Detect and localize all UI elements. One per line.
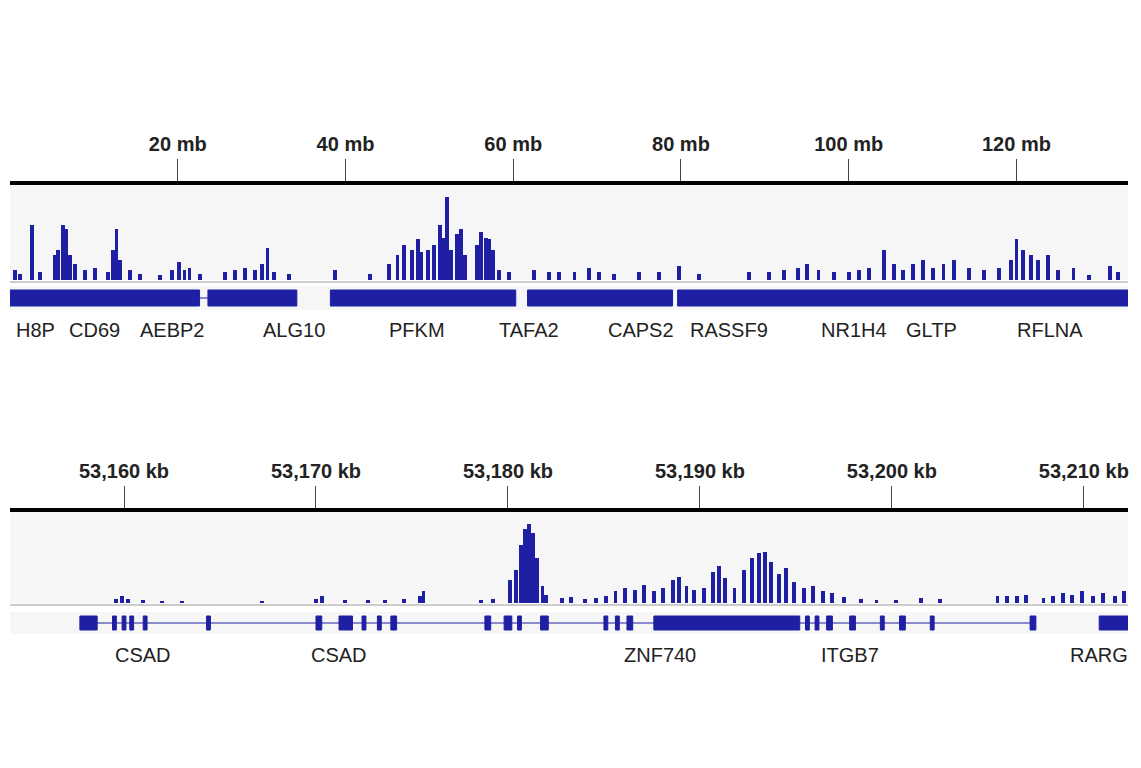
svg-text:53,180 kb: 53,180 kb	[463, 460, 553, 482]
svg-text:120 mb: 120 mb	[982, 133, 1051, 155]
svg-text:TAFA2: TAFA2	[499, 319, 559, 341]
svg-text:ALG10: ALG10	[263, 319, 325, 341]
svg-text:53,210 kb: 53,210 kb	[1039, 460, 1129, 482]
svg-text:53,200 kb: 53,200 kb	[847, 460, 937, 482]
svg-text:CD69: CD69	[69, 319, 120, 341]
svg-text:40 mb: 40 mb	[317, 133, 375, 155]
svg-text:PFKM: PFKM	[389, 319, 445, 341]
svg-text:CSAD: CSAD	[115, 644, 171, 666]
svg-text:CSAD: CSAD	[311, 644, 367, 666]
svg-text:GLTP: GLTP	[906, 319, 957, 341]
svg-text:60 mb: 60 mb	[484, 133, 542, 155]
svg-text:NR1H4: NR1H4	[821, 319, 887, 341]
svg-text:53,160 kb: 53,160 kb	[79, 460, 169, 482]
svg-text:H8P: H8P	[16, 319, 55, 341]
svg-text:RASSF9: RASSF9	[690, 319, 768, 341]
svg-text:53,170 kb: 53,170 kb	[271, 460, 361, 482]
svg-text:80 mb: 80 mb	[652, 133, 710, 155]
svg-text:RFLNA: RFLNA	[1017, 319, 1083, 341]
svg-text:ZNF740: ZNF740	[624, 644, 696, 666]
svg-text:AEBP2: AEBP2	[140, 319, 204, 341]
svg-text:53,190 kb: 53,190 kb	[655, 460, 745, 482]
svg-text:20 mb: 20 mb	[149, 133, 207, 155]
svg-text:100 mb: 100 mb	[814, 133, 883, 155]
svg-text:CAPS2: CAPS2	[608, 319, 674, 341]
svg-text:RARG: RARG	[1070, 644, 1128, 666]
svg-text:ITGB7: ITGB7	[821, 644, 879, 666]
